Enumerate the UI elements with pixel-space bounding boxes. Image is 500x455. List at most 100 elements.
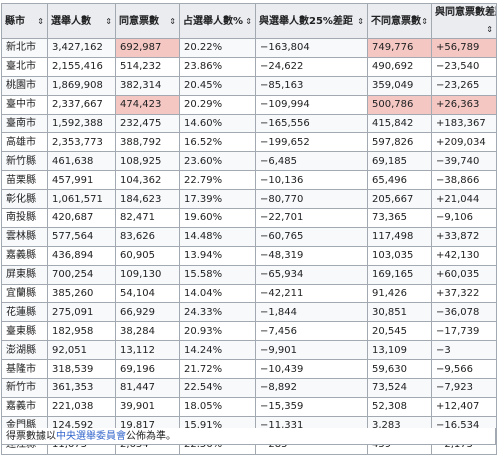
table-row: 苗栗縣 457,991 104,362 22.79% −10,136 65,496 −38,… (1, 170, 497, 191)
sort-icon[interactable]: ⇕ (421, 16, 428, 26)
diff-cell: −23,265 (431, 75, 497, 96)
referendum-results-table: 縣市 ⇕ 選舉人數 ⇕ 同意票數 ⇕ 占選舉人數% ⇕ 與選舉人數25%差距 ⇕ 不同意票… (1, 3, 497, 455)
county-cell: 臺北市 (1, 56, 48, 77)
table-body: 新北市 3,427,162 692,987 20.22% −163,804 749,776… (1, 38, 497, 455)
county-cell: 新竹縣 (1, 151, 48, 172)
percent-cell: 24.33% (179, 302, 256, 323)
header-electors[interactable]: 選舉人數 ⇕ (47, 3, 116, 39)
footnote-after: 公佈為準。 (126, 431, 176, 442)
electors-cell: 1,869,908 (47, 75, 116, 96)
gap25-cell: −22,701 (255, 208, 368, 228)
agree-cell: 108,925 (115, 151, 180, 172)
county-cell: 嘉義市 (1, 396, 48, 417)
disagree-cell: 500,786 (367, 94, 432, 115)
percent-cell: 20.22% (179, 38, 256, 58)
county-cell: 花蓮縣 (1, 302, 48, 323)
disagree-cell: 20,545 (367, 321, 432, 342)
agree-cell: 82,471 (115, 208, 180, 228)
agree-cell: 81,447 (115, 378, 180, 398)
diff-cell: −7,923 (431, 378, 497, 398)
gap25-cell: −163,804 (255, 38, 368, 58)
agree-cell: 692,987 (115, 38, 180, 58)
county-cell: 宜蘭縣 (1, 283, 48, 304)
percent-cell: 15.58% (179, 264, 256, 285)
electors-cell: 275,091 (47, 302, 116, 323)
gap25-cell: −60,765 (255, 226, 368, 247)
electors-cell: 436,894 (47, 245, 116, 266)
county-cell: 嘉義縣 (1, 245, 48, 266)
table-row: 臺南市 1,592,388 232,475 14.60% −165,556 415,842… (1, 113, 497, 134)
diff-cell: +56,789 (431, 38, 497, 58)
header-label: 縣市 (5, 15, 25, 27)
gap25-cell: −80,770 (255, 189, 368, 210)
county-cell: 高雄市 (1, 132, 48, 153)
gap25-cell: −8,892 (255, 378, 368, 398)
disagree-cell: 205,667 (367, 189, 432, 210)
gap25-cell: −109,994 (255, 94, 368, 115)
electors-cell: 420,687 (47, 208, 116, 228)
electors-cell: 1,592,388 (47, 113, 116, 134)
agree-cell: 104,362 (115, 170, 180, 191)
gap25-cell: −10,136 (255, 170, 368, 191)
electors-cell: 361,353 (47, 378, 116, 398)
disagree-cell: 490,692 (367, 56, 432, 77)
county-cell: 新竹市 (1, 378, 48, 398)
header-gap25[interactable]: 與選舉人數25%差距 ⇕ (255, 3, 368, 39)
gap25-cell: −42,211 (255, 283, 368, 304)
percent-cell: 23.86% (179, 56, 256, 77)
agree-cell: 474,423 (115, 94, 180, 115)
cec-link[interactable]: 中央選舉委員會 (56, 431, 126, 442)
agree-cell: 38,284 (115, 321, 180, 342)
percent-cell: 23.60% (179, 151, 256, 172)
percent-cell: 22.54% (179, 378, 256, 398)
diff-cell: +33,872 (431, 226, 497, 247)
header-label: 不同意票數 (371, 15, 421, 27)
table-row: 宜蘭縣 385,260 54,104 14.04% −42,211 91,426 +37,3… (1, 283, 497, 304)
county-cell: 彰化縣 (1, 189, 48, 210)
table-row: 臺北市 2,155,416 514,232 23.86% −24,622 490,692−… (1, 56, 497, 77)
sort-icon[interactable]: ⇕ (357, 16, 364, 26)
sort-icon[interactable]: ⇕ (169, 16, 176, 26)
gap25-cell: −10,439 (255, 359, 368, 380)
county-cell: 基隆市 (1, 359, 48, 380)
disagree-cell: 69,185 (367, 151, 432, 172)
county-cell: 雲林縣 (1, 226, 48, 247)
percent-cell: 18.05% (179, 396, 256, 417)
diff-cell: +60,035 (431, 264, 497, 285)
sort-icon[interactable]: ⇕ (105, 16, 112, 26)
electors-cell: 92,051 (47, 340, 116, 361)
header-label: 占選舉人數% (183, 15, 244, 27)
county-cell: 屏東縣 (1, 264, 48, 285)
sort-icon[interactable]: ⇕ (37, 16, 44, 26)
county-cell: 苗栗縣 (1, 170, 48, 191)
table-header-row: 縣市 ⇕ 選舉人數 ⇕ 同意票數 ⇕ 占選舉人數% ⇕ 與選舉人數25%差距 ⇕ 不同意票… (1, 3, 497, 39)
percent-cell: 14.24% (179, 340, 256, 361)
gap25-cell: −48,319 (255, 245, 368, 266)
table-row: 南投縣 420,687 82,471 19.60% −22,701 73,365 −9,10… (1, 208, 497, 228)
header-disagree[interactable]: 不同意票數 ⇕ (367, 3, 432, 39)
agree-cell: 388,792 (115, 132, 180, 153)
gap25-cell: −6,485 (255, 151, 368, 172)
sort-icon[interactable]: ⇕ (245, 16, 252, 26)
table-row: 基隆市 318,539 69,196 21.72% −10,439 59,630 −9,56… (1, 359, 497, 380)
gap25-cell: −7,456 (255, 321, 368, 342)
header-county[interactable]: 縣市 ⇕ (1, 3, 48, 39)
header-agree[interactable]: 同意票數 ⇕ (115, 3, 180, 39)
source-footnote: 得票數據以中央選舉委員會公佈為準。 (1, 428, 496, 445)
header-diff[interactable]: 與同意票數差距 ⇕ (431, 3, 497, 39)
disagree-cell: 749,776 (367, 38, 432, 58)
agree-cell: 60,905 (115, 245, 180, 266)
table-row: 澎湖縣 92,051 13,112 14.24% −9,901 13,109 −3 (1, 340, 497, 361)
header-percent[interactable]: 占選舉人數% ⇕ (179, 3, 256, 39)
diff-cell: −9,106 (431, 208, 497, 228)
sort-icon[interactable]: ⇕ (486, 25, 493, 34)
percent-cell: 14.48% (179, 226, 256, 247)
electors-cell: 182,958 (47, 321, 116, 342)
agree-cell: 39,901 (115, 396, 180, 417)
table-row: 新竹縣 461,638 108,925 23.60% −6,485 69,185 −39,7… (1, 151, 497, 172)
gap25-cell: −1,844 (255, 302, 368, 323)
county-cell: 澎湖縣 (1, 340, 48, 361)
diff-cell: −3 (431, 340, 497, 361)
agree-cell: 83,626 (115, 226, 180, 247)
diff-cell: +209,034 (431, 132, 497, 153)
